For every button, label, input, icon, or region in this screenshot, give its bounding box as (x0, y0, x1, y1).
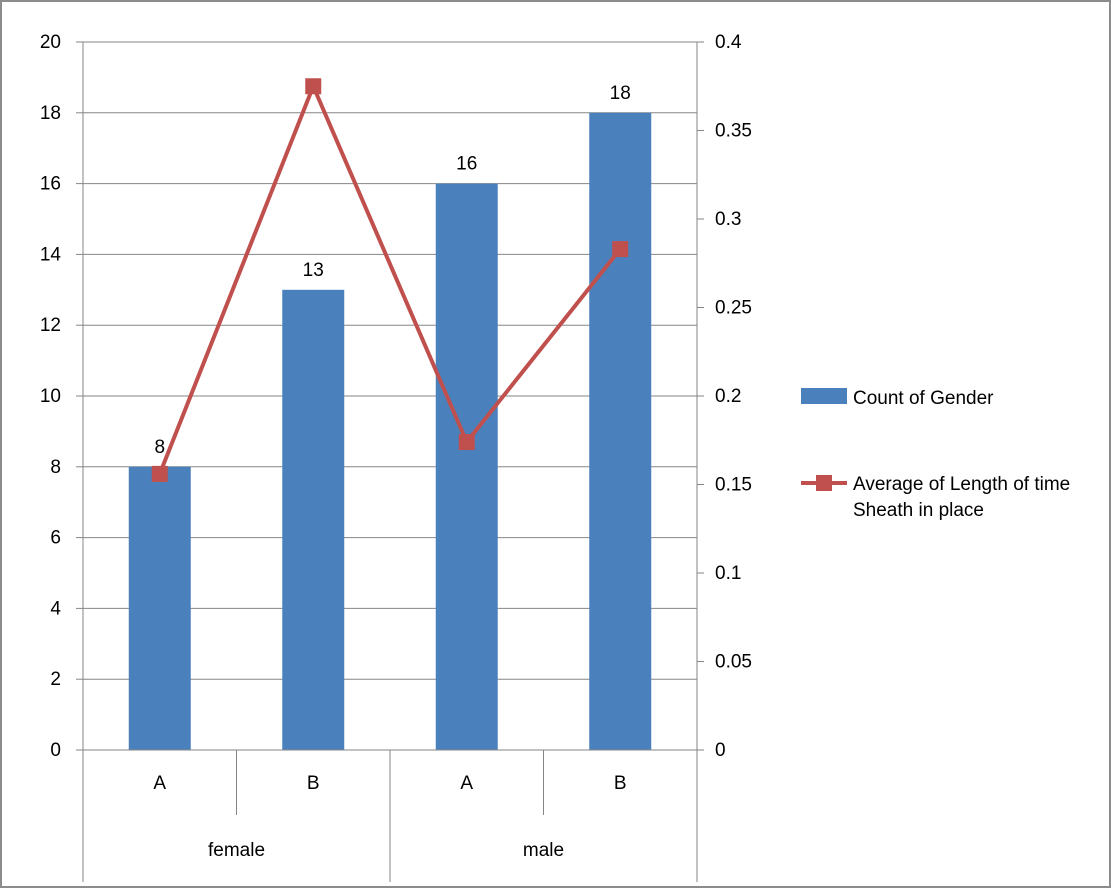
y2-axis-tick-label: 0.05 (715, 652, 752, 673)
line-marker (612, 241, 629, 258)
legend-label-line-1: Average of Length of time (853, 474, 1070, 495)
line-series (151, 78, 629, 482)
y2-axis-tick-label: 0 (715, 740, 726, 761)
y2-axis-tick-label: 0.2 (715, 386, 741, 407)
y-axis-tick-label: 20 (40, 32, 61, 53)
bar (435, 183, 498, 751)
y-axis-tick-label: 16 (40, 174, 61, 195)
x-axis-category-label: A (153, 773, 166, 794)
legend-swatch-marker (816, 475, 832, 491)
y2-axis-tick-label: 0.1 (715, 563, 741, 584)
data-labels: 8 13 16 18 (154, 83, 630, 458)
y2-axis-tick-label: 0.3 (715, 209, 741, 230)
legend-label-line-2: Sheath in place (853, 500, 984, 521)
y2-axis-tick-label: 0.4 (715, 32, 742, 53)
y-axis-tick-label: 0 (50, 740, 61, 761)
bar (589, 112, 652, 751)
bar-data-label: 8 (154, 437, 165, 458)
y-axis-tick-label: 12 (40, 315, 61, 336)
legend-label-bar: Count of Gender (853, 388, 994, 409)
bar-data-label: 16 (456, 154, 477, 175)
line-marker (151, 465, 168, 482)
y-axis-tick-label: 4 (50, 598, 61, 619)
axes: 0 2 4 6 8 10 12 14 16 18 20 0 0.05 0.1 0.15 0.2 0.25 0.3 0… (40, 32, 752, 882)
y-axis-tick-label: 8 (50, 457, 61, 478)
bar-series (128, 112, 652, 751)
x-axis-category-label: A (460, 773, 473, 794)
legend-swatch-bar (801, 388, 847, 404)
bar (282, 289, 345, 750)
y2-axis-tick-label: 0.25 (715, 298, 752, 319)
y-axis-tick-label: 18 (40, 103, 61, 124)
bar-data-label: 13 (303, 260, 324, 281)
bar-data-label: 18 (610, 83, 631, 104)
x-axis-category-label: B (307, 773, 320, 794)
y-axis-tick-label: 2 (50, 669, 61, 690)
y-axis-tick-label: 10 (40, 386, 61, 407)
x-axis-group-label: female (208, 840, 265, 861)
legend: Count of Gender Average of Length of time… (801, 388, 1070, 521)
line-marker (305, 78, 322, 95)
y2-axis-tick-label: 0.35 (715, 121, 752, 142)
x-axis-category-label: B (614, 773, 627, 794)
x-axis-group-label: male (523, 840, 564, 861)
y-axis-tick-label: 14 (40, 244, 62, 265)
bar (128, 466, 191, 750)
y-axis-tick-label: 6 (50, 528, 61, 549)
y2-axis-tick-label: 0.15 (715, 475, 752, 496)
line-path (157, 84, 622, 475)
line-marker (458, 434, 475, 451)
